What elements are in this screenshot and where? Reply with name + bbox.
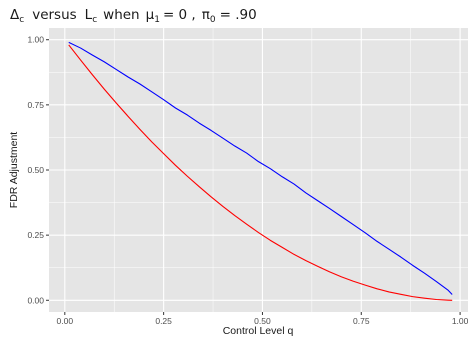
y-axis-title: FDR Adjustment (8, 132, 20, 209)
major-gridlines (49, 28, 468, 312)
x-tick-label: 0.00 (57, 316, 74, 326)
chart-title: Δc versus Lc when μ1 = 0 , π0 = .90 (10, 7, 257, 25)
y-tick-label: 0.75 (27, 100, 44, 110)
y-tick-label: 1.00 (27, 35, 44, 45)
x-axis-title: Control Level q (223, 325, 294, 337)
y-tick-label: 0.00 (27, 295, 44, 305)
series-layer (68, 41, 453, 301)
x-tick-label: 0.25 (155, 316, 172, 326)
x-tick-label: 0.75 (353, 316, 370, 326)
x-axis: 0.00 0.25 0.50 0.75 1.00 (57, 312, 469, 326)
x-tick-label: 1.00 (452, 316, 469, 326)
x-tick-label: 0.50 (254, 316, 271, 326)
y-axis: 0.00 0.25 0.50 0.75 1.00 (27, 35, 49, 305)
blue-curve (68, 41, 453, 295)
red-curve (68, 44, 453, 301)
y-tick-label: 0.50 (27, 165, 44, 175)
y-tick-label: 0.25 (27, 230, 44, 240)
